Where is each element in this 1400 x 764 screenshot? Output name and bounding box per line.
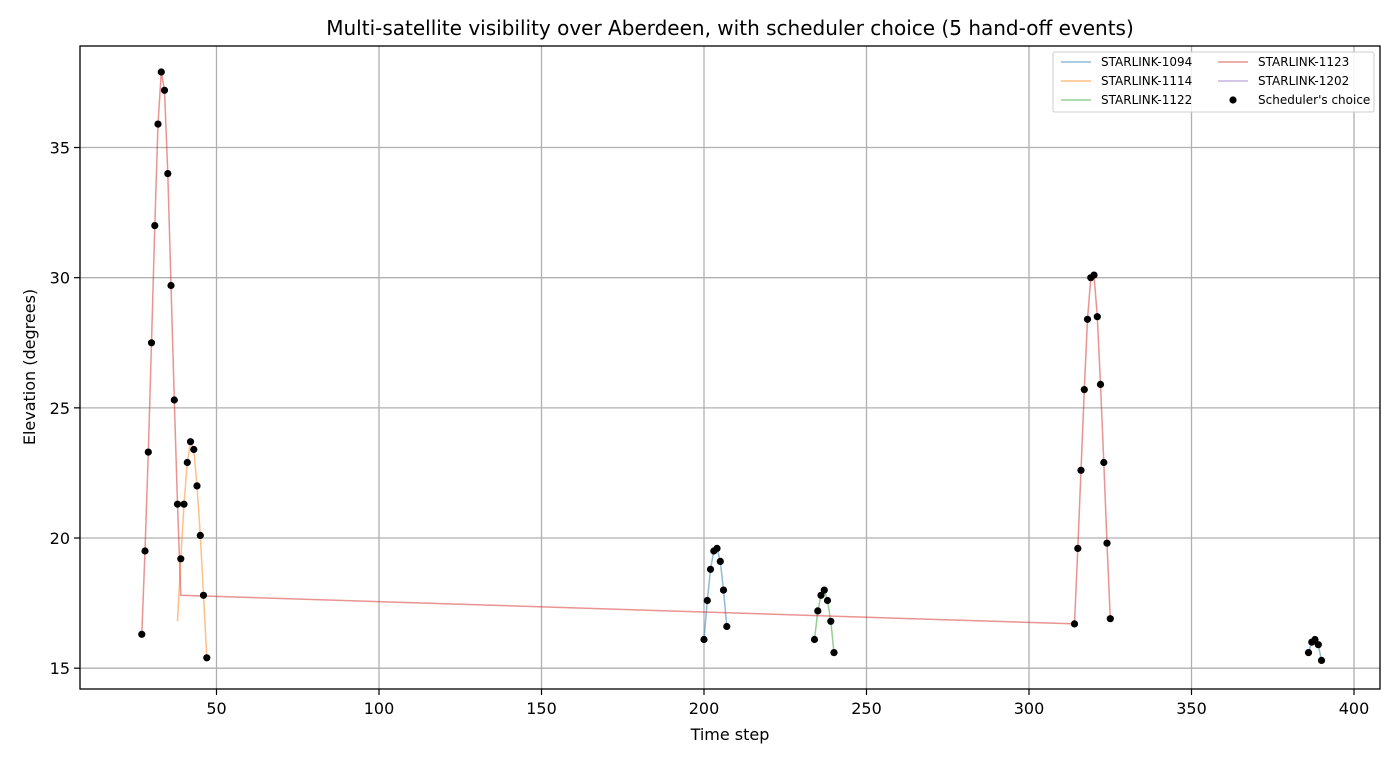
scheduler-choice-point <box>713 544 721 553</box>
legend-label-starlink-1114: STARLINK-1114 <box>1101 74 1192 88</box>
scheduler-choice-point <box>716 557 724 566</box>
grid-lines <box>80 46 1380 689</box>
scheduler-choice-point <box>144 448 152 456</box>
scheduler-choice-point <box>167 281 175 290</box>
chart-title: Multi-satellite visibility over Aberdeen… <box>326 16 1134 40</box>
scheduler-choice-point <box>157 68 165 76</box>
scheduler-points <box>138 68 1326 665</box>
axis-ticks: 50 100 150 200 250 300 350 400 15 20 25 30 35 <box>50 139 1370 718</box>
scheduler-choice-point <box>820 586 828 594</box>
scheduler-choice-point <box>723 622 731 631</box>
scheduler-choice-point <box>703 596 711 605</box>
scheduler-choice-point <box>827 617 835 625</box>
scheduler-choice-point <box>1080 386 1088 394</box>
scheduler-choice-point <box>1304 649 1313 657</box>
scheduler-choice-point <box>154 120 162 128</box>
scheduler-choice-point <box>173 500 182 508</box>
scheduler-choice-point <box>1083 315 1092 323</box>
y-tick-label: 35 <box>50 139 70 158</box>
scheduler-choice-point <box>1103 539 1111 547</box>
scheduler-choice-point <box>817 591 825 599</box>
scheduler-choice-point <box>147 339 156 347</box>
scheduler-choice-point <box>177 555 185 563</box>
scheduler-choice-point <box>180 500 188 508</box>
scheduler-choice-point <box>1077 466 1085 474</box>
x-tick-label: 50 <box>206 699 226 718</box>
scheduler-choice-point <box>810 635 819 644</box>
scheduler-choice-point <box>1070 620 1079 628</box>
legend-label-starlink-1123: STARLINK-1123 <box>1258 55 1349 69</box>
scheduler-choice-point <box>160 86 169 94</box>
legend-frame <box>1052 51 1375 113</box>
x-tick-label: 250 <box>851 699 882 718</box>
scheduler-choice-point <box>1317 656 1326 665</box>
scheduler-choice-point <box>199 591 208 599</box>
scheduler-choice-point <box>141 547 149 555</box>
scheduler-choice-point <box>814 607 822 615</box>
scheduler-choice-point <box>1106 615 1114 623</box>
y-tick-label: 30 <box>50 269 70 288</box>
x-tick-label: 400 <box>1339 699 1370 718</box>
scheduler-choice-point <box>823 596 832 605</box>
scheduler-choice-point <box>138 630 146 638</box>
y-tick-label: 25 <box>50 399 70 418</box>
scheduler-choice-point <box>719 586 728 594</box>
scheduler-choice-point <box>193 482 201 490</box>
scheduler-choice-point <box>164 170 172 178</box>
scheduler-choice-point <box>203 654 211 662</box>
legend-swatch-scheduler-s-choice <box>1229 96 1237 104</box>
scheduler-choice-point <box>183 458 191 467</box>
legend-label-starlink-1094: STARLINK-1094 <box>1101 55 1192 69</box>
x-tick-label: 350 <box>1176 699 1207 718</box>
x-tick-label: 100 <box>364 699 395 718</box>
x-tick-label: 200 <box>689 699 720 718</box>
scheduler-choice-point <box>706 565 715 573</box>
scheduler-choice-point <box>196 531 204 540</box>
scheduler-choice-point <box>700 635 708 644</box>
scheduler-choice-point <box>170 396 178 404</box>
scheduler-choice-point <box>1093 313 1101 321</box>
scheduler-choice-point <box>830 649 838 657</box>
scheduler-choice-point <box>1100 458 1108 467</box>
y-axis-title: Elevation (degrees) <box>20 289 39 445</box>
scheduler-choice-point <box>1311 635 1319 644</box>
legend-label-starlink-1122: STARLINK-1122 <box>1101 93 1192 107</box>
scheduler-choice-point <box>151 222 159 230</box>
scheduler-choice-point <box>1096 380 1105 388</box>
legend-label-starlink-1202: STARLINK-1202 <box>1258 74 1349 88</box>
series-line-starlink-1114 <box>176 438 208 658</box>
scheduler-choice-point <box>1074 544 1082 553</box>
scheduler-choice-point <box>1314 641 1322 649</box>
y-tick-label: 20 <box>50 529 70 548</box>
legend-label-scheduler-s-choice: Scheduler's choice <box>1258 93 1370 107</box>
scheduler-choice-point <box>186 438 195 446</box>
plot-area-frame <box>79 45 1381 690</box>
x-tick-label: 300 <box>1014 699 1045 718</box>
legend: STARLINK-1094 STARLINK-1114 STARLINK-1122 S… <box>1052 51 1375 113</box>
x-axis-title: Time step <box>690 725 770 744</box>
scheduler-choice-point <box>1090 271 1098 279</box>
x-tick-label: 150 <box>526 699 557 718</box>
scheduler-choice-point <box>190 445 198 454</box>
y-tick-label: 15 <box>50 659 70 678</box>
